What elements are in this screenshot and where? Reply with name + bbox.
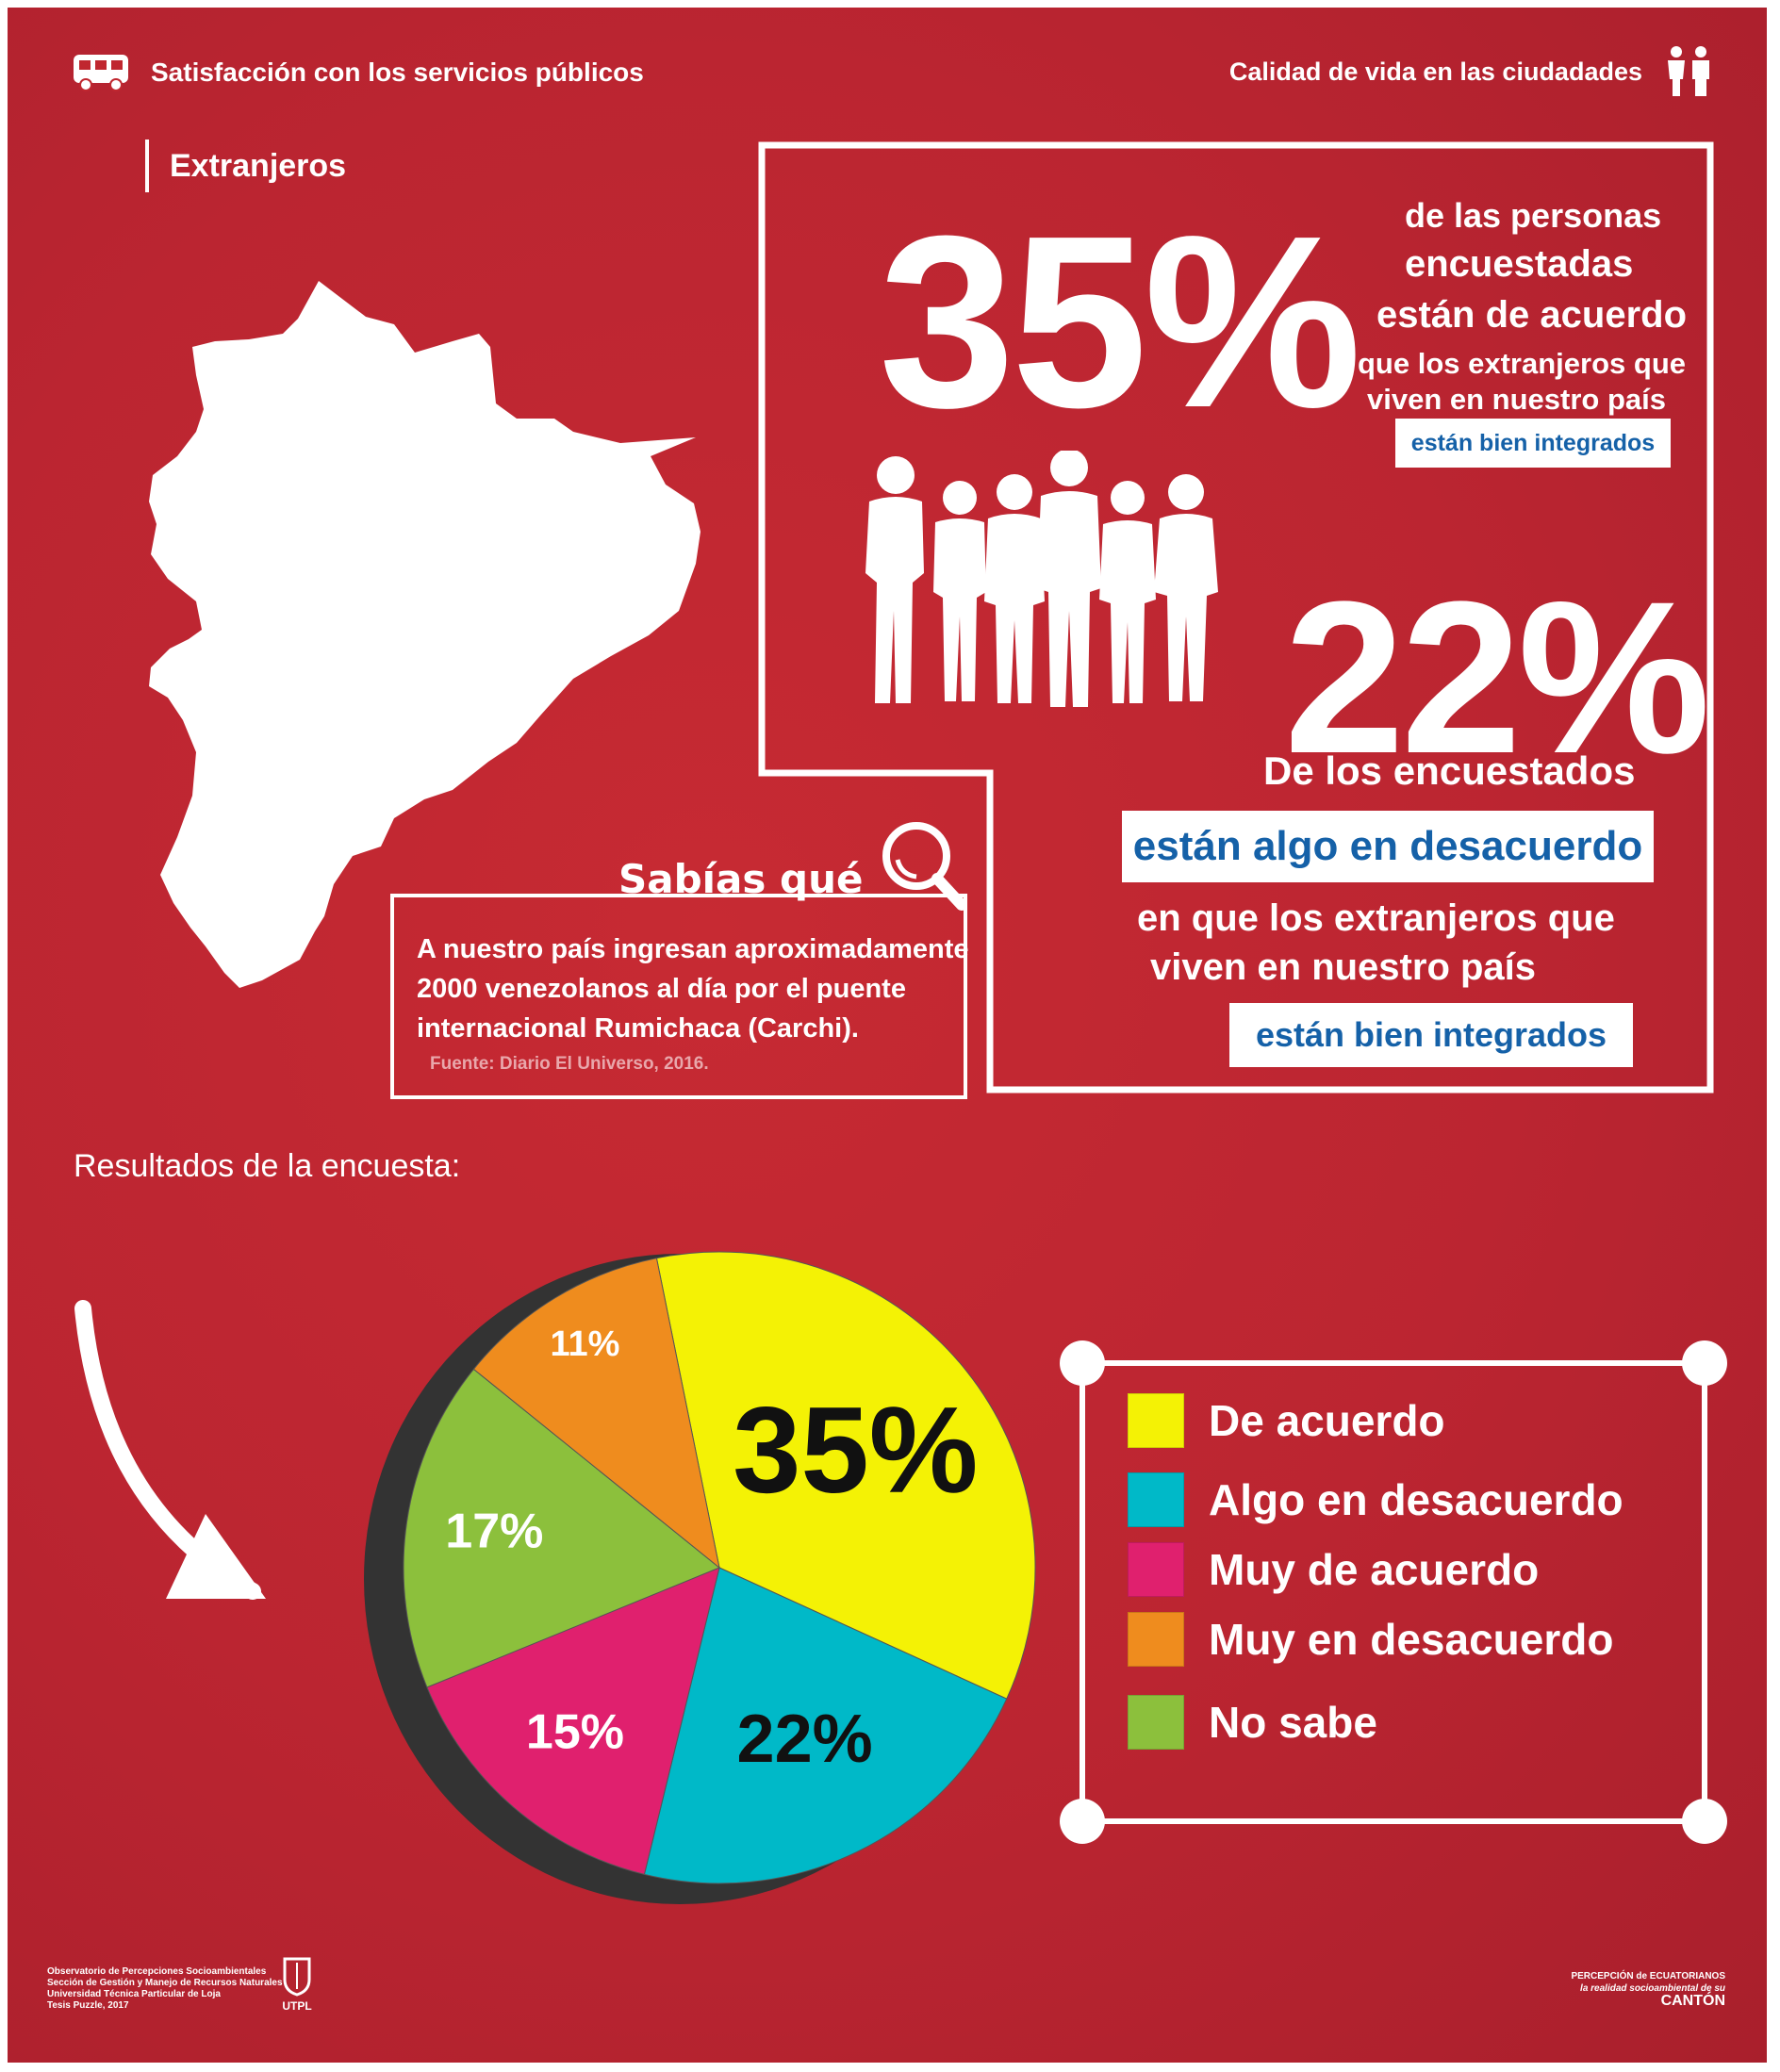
header-left-title: Satisfacción con los servicios públicos — [151, 58, 644, 87]
results-label: Resultados de la encuesta: — [74, 1148, 461, 1184]
pie-label: 35% — [733, 1381, 978, 1519]
pie-chart: 35% 22% 15% 17% 11% — [364, 1251, 1036, 1904]
footer-line: Sección de Gestión y Manejo de Recursos … — [47, 1978, 283, 1988]
people-icon — [1668, 46, 1709, 96]
stat2-line1: De los encuestados — [1263, 748, 1636, 793]
stat1-line1: de las personas — [1405, 196, 1662, 235]
pie-slice — [426, 1567, 720, 1876]
stat2-value: 22% — [1284, 556, 1710, 798]
footer-line: Tesis Puzzle, 2017 — [47, 2000, 129, 2011]
pie-label: 11% — [550, 1324, 619, 1364]
section-title-text: Extranjeros — [170, 147, 347, 184]
utpl-crest-icon — [283, 1957, 311, 1997]
footer-credits: Observatorio de Percepciones Socioambien… — [47, 1966, 283, 2012]
stat2-line2: en que los extranjeros que — [1137, 897, 1615, 939]
header-right: Calidad de vida en las ciudadades — [1229, 45, 1714, 98]
stat1-line5: viven en nuestro país — [1367, 383, 1666, 416]
legend-item: Algo en desacuerdo — [1128, 1472, 1623, 1527]
section-title: Extranjeros — [145, 140, 346, 192]
pie-slice — [403, 1368, 720, 1688]
footer-brand: PERCEPCIÓN de ECUATORIANOS la realidad s… — [1571, 1970, 1725, 2009]
legend-item: De acuerdo — [1128, 1393, 1445, 1448]
stat2-tag1: están algo en desacuerdo — [1122, 811, 1654, 882]
legend-swatch — [1128, 1393, 1184, 1448]
header-left: Satisfacción con los servicios públicos — [72, 53, 644, 92]
legend-label: De acuerdo — [1209, 1396, 1445, 1445]
footer-line: Observatorio de Percepciones Socioambien… — [47, 1966, 267, 1977]
footer-brand-line: CANTÓN — [1660, 1993, 1725, 2009]
pie-slice — [472, 1258, 720, 1570]
pie-label: 15% — [526, 1704, 624, 1759]
legend-swatch — [1128, 1542, 1184, 1597]
fact-source: Fuente: Diario El Universo, 2016. — [430, 1054, 709, 1074]
ecuador-map — [149, 281, 700, 988]
footer-brand-line: la realidad socioambiental de su — [1580, 1983, 1725, 1994]
legend-item: No sabe — [1128, 1695, 1377, 1750]
legend-label: Algo en desacuerdo — [1209, 1475, 1623, 1524]
stat2-line3: viven en nuestro país — [1150, 946, 1537, 988]
utpl-label: UTPL — [282, 1999, 312, 2013]
legend-label: No sabe — [1209, 1698, 1377, 1747]
legend-swatch — [1128, 1612, 1184, 1667]
stat-frame — [758, 141, 1714, 1094]
stat2-tag2: están bien integrados — [1229, 1003, 1633, 1067]
pie-slice — [643, 1567, 1008, 1884]
stat1-line3: están de acuerdo — [1376, 294, 1688, 336]
legend-label: Muy en desacuerdo — [1209, 1615, 1614, 1664]
bus-icon — [74, 55, 128, 91]
stat1-value: 35% — [879, 186, 1361, 459]
legend-item: Muy de acuerdo — [1128, 1542, 1539, 1597]
magnifier-icon — [882, 822, 967, 911]
curved-arrow — [74, 1300, 266, 1600]
legend-label: Muy de acuerdo — [1209, 1545, 1540, 1594]
legend-swatch — [1128, 1695, 1184, 1750]
footer-brand-line: PERCEPCIÓN de ECUATORIANOS — [1571, 1971, 1725, 1982]
pie-slice — [655, 1251, 1036, 1700]
stat1-tag: están bien integrados — [1395, 419, 1671, 468]
footer-line: Universidad Técnica Particular de Loja — [47, 1989, 221, 1999]
stat1-line2: encuestadas — [1405, 243, 1634, 285]
infographic-poster: Satisfacción con los servicios públicos … — [8, 8, 1767, 2063]
header-right-title: Calidad de vida en las ciudadades — [1228, 57, 1642, 86]
utpl-logo: UTPL — [281, 1955, 313, 2013]
legend-frame — [1060, 1340, 1727, 1844]
legend-swatch — [1128, 1472, 1184, 1527]
pie-label: 17% — [445, 1505, 543, 1559]
crowd-silhouette — [865, 451, 1218, 707]
fact-text: A nuestro país ingresan aproximadamente … — [417, 934, 969, 1044]
fact-box — [390, 894, 967, 1099]
pie-label: 22% — [737, 1702, 873, 1777]
legend-item: Muy en desacuerdo — [1128, 1612, 1613, 1667]
stat1-line4: que los extranjeros que — [1358, 347, 1686, 380]
